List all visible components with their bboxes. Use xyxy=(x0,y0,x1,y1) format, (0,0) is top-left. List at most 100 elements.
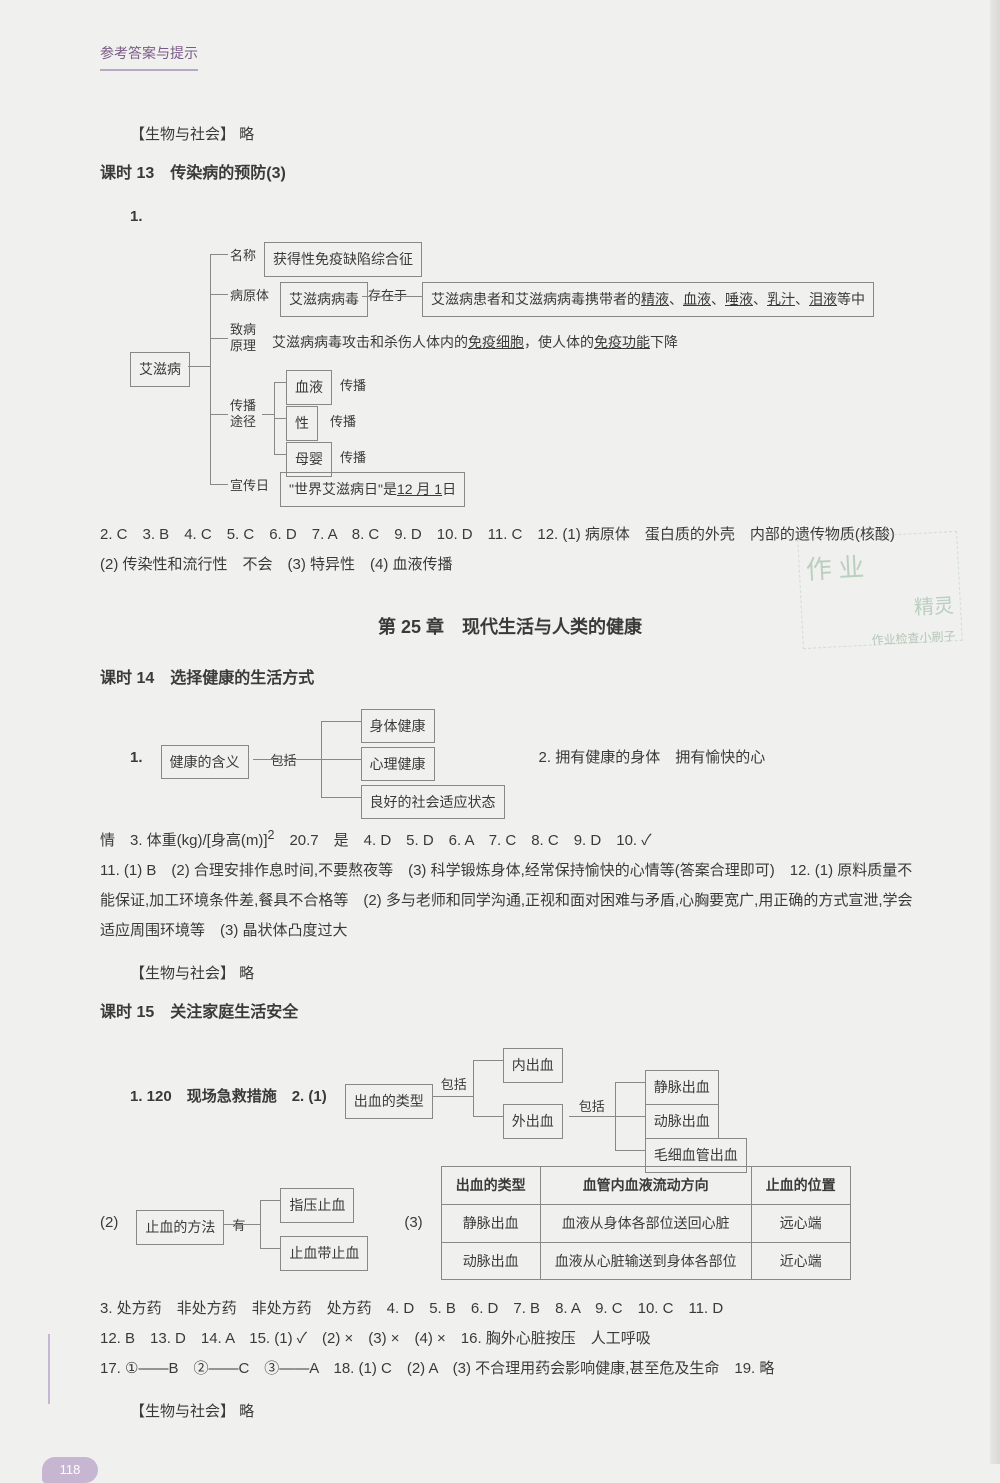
sep3: 、 xyxy=(753,291,767,307)
node-name: 获得性免疫缺陷综合征 xyxy=(264,242,422,277)
lesson14-row1: 1. 健康的含义 包括 身体健康 心理健康 良好的社会适应状态 2. 拥有健康的… xyxy=(130,709,920,809)
lesson13-q1-num: 1. xyxy=(130,203,920,232)
label-day: 宣传日 xyxy=(230,474,269,499)
node-route-3b: 传播 xyxy=(340,446,366,471)
route-l2: 途径 xyxy=(230,414,256,429)
label-name: 名称 xyxy=(230,244,256,269)
sep1: 、 xyxy=(669,291,683,307)
mech-l1: 致病 xyxy=(230,322,256,337)
mech-u1: 免疫细胞 xyxy=(468,334,524,350)
node-route-2b: 传播 xyxy=(330,410,356,435)
mech-pre: 艾滋病病毒攻击和杀伤人体内的 xyxy=(272,334,468,350)
l15-r2-pre: (2) xyxy=(100,1209,118,1238)
u-ruzhi: 乳汁 xyxy=(767,291,795,307)
node-press: 指压止血 xyxy=(280,1188,354,1223)
l15-a2: 12. B 13. D 14. A 15. (1) ✓ (2) × (3) × … xyxy=(100,1330,651,1347)
mech-u2: 免疫功能 xyxy=(594,334,650,350)
th-3: 止血的位置 xyxy=(751,1167,850,1205)
day-pre: "世界艾滋病日"是 xyxy=(289,481,397,497)
node-pathogen-detail: 艾滋病患者和艾滋病病毒携带者的精液、血液、唾液、乳汁、泪液等中 xyxy=(422,282,874,317)
sep4: 、 xyxy=(795,291,809,307)
bio-society-note-2: 【生物与社会】 略 xyxy=(130,960,920,989)
page-side-accent xyxy=(48,1334,50,1404)
node-pathogen: 艾滋病病毒 xyxy=(280,282,368,317)
lesson15-answers: 3. 处方药 非处方药 非处方药 处方药 4. D 5. B 6. D 7. B… xyxy=(100,1294,920,1384)
l14-q2: 2. 拥有健康的身体 拥有愉快的心 xyxy=(539,744,766,773)
lesson-14-title: 课时 14 选择健康的生活方式 xyxy=(100,664,920,694)
table-row: 静脉出血 血液从身体各部位送回心脏 远心端 xyxy=(441,1205,850,1243)
header-reference: 参考答案与提示 xyxy=(100,40,198,71)
page-content: 参考答案与提示 【生物与社会】 略 课时 13 传染病的预防(3) 1. 艾滋病… xyxy=(100,40,920,1433)
lesson-15-title: 课时 15 关注家庭生活安全 xyxy=(100,998,920,1028)
l15-a1: 3. 处方药 非处方药 非处方药 处方药 4. D 5. B 6. D 7. B… xyxy=(100,1300,723,1317)
td: 血液从心脏输送到身体各部位 xyxy=(540,1242,751,1280)
td: 近心端 xyxy=(751,1242,850,1280)
page-number-badge: 118 xyxy=(42,1457,98,1483)
watermark-badge: 作 业 精灵 作业检查小刷子 xyxy=(797,531,963,649)
td: 静脉出血 xyxy=(441,1205,540,1243)
wm-l1: 作 业 xyxy=(805,538,953,595)
td: 远心端 xyxy=(751,1205,850,1243)
node-route-2a: 性 xyxy=(286,406,318,441)
node-tourniquet: 止血带止血 xyxy=(280,1236,368,1271)
aids-diagram: 艾滋病 名称 获得性免疫缺陷综合征 病原体 艾滋病病毒 存在于 艾滋病患者和艾滋… xyxy=(130,242,920,502)
l15-r2-post: (3) xyxy=(404,1209,422,1238)
bleeding-type-diagram: 出血的类型 包括 内出血 外出血 包括 静脉出血 动脉出血 毛细血管出血 xyxy=(345,1042,865,1152)
u-jingye: 精液 xyxy=(641,291,669,307)
label-route: 传播 途径 xyxy=(230,398,256,429)
label-include-3: 包括 xyxy=(579,1100,605,1114)
label-pathogen: 病原体 xyxy=(230,284,269,309)
label-include-2: 包括 xyxy=(441,1078,467,1092)
mech-tail: 下降 xyxy=(650,334,678,350)
l14-ln3: 11. (1) B (2) 合理安排作息时间,不要熬夜等 (3) 科学锻炼身体,… xyxy=(100,862,913,939)
node-route-1a: 血液 xyxy=(286,370,332,405)
u-xueye: 血液 xyxy=(683,291,711,307)
page-right-shadow xyxy=(990,0,1000,1464)
table-row: 动脉出血 血液从心脏输送到身体各部位 近心端 xyxy=(441,1242,850,1280)
day-tail: 日 xyxy=(442,481,456,497)
node-bleed-root: 出血的类型 xyxy=(345,1084,433,1119)
inc2: 包括 xyxy=(441,1077,467,1092)
node-health-3: 良好的社会适应状态 xyxy=(361,785,505,820)
bio-society-note-1: 【生物与社会】 略 xyxy=(130,121,920,150)
node-health-1: 身体健康 xyxy=(361,709,435,744)
th-1: 出血的类型 xyxy=(441,1167,540,1205)
pathogen-tail: 等中 xyxy=(837,291,865,307)
health-diagram: 健康的含义 包括 身体健康 心理健康 良好的社会适应状态 xyxy=(161,709,521,809)
l14-ln2b: 20.7 是 4. D 5. D 6. A 7. C 8. C 9. D 10.… xyxy=(274,832,651,849)
node-stop-root: 止血的方法 xyxy=(136,1210,224,1245)
label-you: 有 xyxy=(232,1214,245,1239)
l15-a3: 17. ①——B ②——C ③——A 18. (1) C (2) A (3) 不… xyxy=(100,1360,774,1377)
node-mechanism: 艾滋病病毒攻击和杀伤人体内的免疫细胞，使人体的免疫功能下降 xyxy=(264,326,686,359)
mech-mid: ，使人体的 xyxy=(524,334,594,350)
u-tuoye: 唾液 xyxy=(725,291,753,307)
mech-l2: 原理 xyxy=(230,338,256,353)
l14-q1: 1. xyxy=(130,744,143,773)
node-day: "世界艾滋病日"是12 月 1日 xyxy=(280,472,465,507)
node-route-1b: 传播 xyxy=(340,374,366,399)
lesson-13-title: 课时 13 传染病的预防(3) xyxy=(100,159,920,189)
node-health-2: 心理健康 xyxy=(361,747,435,782)
node-artery: 动脉出血 xyxy=(645,1104,719,1139)
l15-r1-pre: 1. 120 现场急救措施 2. (1) xyxy=(130,1083,327,1112)
node-vein: 静脉出血 xyxy=(645,1070,719,1105)
lesson15-row2: (2) 止血的方法 有 指压止血 止血带止血 (3) 出血的类型 血管内血液流动… xyxy=(100,1166,920,1280)
l14-ln2a: 情 3. 体重(kg)/[身高(m)] xyxy=(100,832,268,849)
node-outer: 外出血 xyxy=(503,1104,563,1139)
bleeding-table: 出血的类型 血管内血液流动方向 止血的位置 静脉出血 血液从身体各部位送回心脏 … xyxy=(441,1166,851,1280)
sep2: 、 xyxy=(711,291,725,307)
node-root: 艾滋病 xyxy=(130,352,190,387)
u-leiye: 泪液 xyxy=(809,291,837,307)
chapter-25-title: 第 25 章 现代生活与人类的健康 xyxy=(100,610,920,644)
stop-bleeding-diagram: 止血的方法 有 指压止血 止血带止血 xyxy=(136,1188,386,1258)
lesson14-answers: 情 3. 体重(kg)/[身高(m)]2 20.7 是 4. D 5. D 6.… xyxy=(100,823,920,946)
day-u: 12 月 1 xyxy=(397,481,442,497)
node-inner: 内出血 xyxy=(503,1048,563,1083)
td: 动脉出血 xyxy=(441,1242,540,1280)
pathogen-pre: 艾滋病患者和艾滋病病毒携带者的 xyxy=(431,291,641,307)
route-l1: 传播 xyxy=(230,398,256,413)
lesson15-row1: 1. 120 现场急救措施 2. (1) 出血的类型 包括 内出血 外出血 包括… xyxy=(130,1042,920,1152)
label-mechanism: 致病 原理 xyxy=(230,322,256,353)
node-capillary: 毛细血管出血 xyxy=(645,1138,747,1173)
td: 血液从身体各部位送回心脏 xyxy=(540,1205,751,1243)
